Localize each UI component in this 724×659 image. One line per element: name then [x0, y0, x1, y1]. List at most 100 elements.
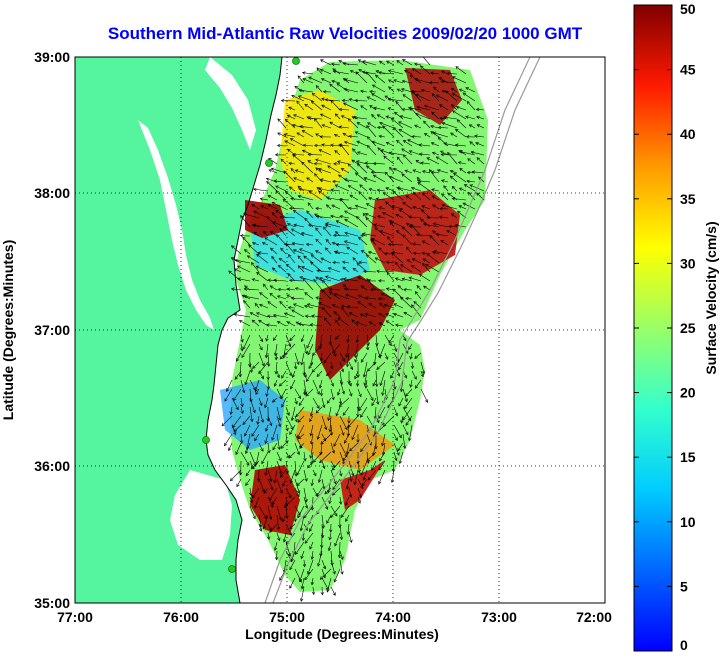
velocity-vector: [276, 505, 282, 521]
velocity-vector: [379, 451, 386, 462]
velocity-vector-head: [275, 209, 279, 214]
velocity-vector: [320, 113, 332, 120]
velocity-vector-head: [440, 79, 445, 84]
velocity-vector: [277, 295, 287, 300]
velocity-vector: [242, 415, 251, 425]
velocity-vector-head: [305, 393, 309, 397]
velocity-vector-head: [280, 395, 284, 399]
velocity-vector: [348, 532, 352, 543]
velocity-vector-head: [337, 392, 341, 396]
velocity-vector-head: [319, 459, 323, 464]
velocity-vector-head: [288, 186, 293, 190]
velocity-vector-head: [334, 336, 339, 340]
velocity-vector-head: [316, 391, 320, 395]
velocity-vector-head: [325, 204, 330, 208]
velocity-vector: [284, 140, 296, 147]
velocity-vector-head: [431, 111, 435, 116]
velocity-vector-head: [321, 104, 325, 108]
velocity-vector-head: [245, 482, 249, 487]
velocity-vector-head: [259, 402, 263, 407]
velocity-vector: [416, 106, 431, 111]
velocity-vector: [349, 194, 359, 201]
velocity-vector: [298, 95, 314, 102]
velocity-vector-head: [290, 386, 294, 390]
velocity-vector: [324, 317, 332, 327]
velocity-vector-head: [265, 428, 269, 432]
velocity-vector-head: [332, 571, 336, 575]
velocity-vector: [443, 116, 458, 120]
velocity-vector: [354, 100, 368, 102]
velocity-vector: [355, 172, 368, 183]
colorbar-tick-label: 5: [680, 578, 688, 594]
velocity-vector-head: [362, 212, 367, 217]
velocity-vector-head: [235, 358, 240, 362]
velocity-vector: [433, 86, 440, 93]
velocity-vector-head: [252, 515, 256, 520]
velocity-vector: [245, 478, 251, 486]
velocity-vector-head: [302, 372, 306, 376]
velocity-vector: [420, 65, 431, 75]
velocity-vector-head: [338, 403, 343, 408]
velocity-vector: [440, 150, 449, 156]
velocity-vector: [304, 532, 314, 544]
velocity-vector: [308, 117, 323, 120]
velocity-vector-head: [344, 426, 348, 431]
velocity-vector: [346, 442, 350, 455]
velocity-vector-head: [458, 88, 463, 92]
velocity-vector: [232, 415, 242, 428]
colorbar-tick-label: 10: [680, 514, 696, 530]
velocity-vector-head: [324, 98, 329, 102]
velocity-vector: [343, 63, 359, 66]
velocity-vector: [312, 379, 320, 395]
velocity-vector: [391, 117, 404, 129]
velocity-vector-head: [400, 296, 404, 300]
velocity-vector: [360, 352, 368, 363]
velocity-vector-head: [418, 143, 423, 147]
velocity-vector-head: [354, 375, 358, 380]
velocity-vector-head: [257, 478, 261, 483]
velocity-vector-head: [321, 525, 325, 529]
velocity-vector-head: [476, 157, 481, 161]
velocity-vector-head: [244, 249, 248, 253]
velocity-vector-head: [431, 151, 436, 155]
velocity-vector-head: [385, 201, 389, 205]
velocity-vector: [320, 257, 332, 264]
velocity-vector: [348, 487, 352, 498]
velocity-vector-head: [359, 184, 363, 188]
velocity-vector-head: [368, 303, 372, 307]
velocity-vector-head: [354, 204, 359, 208]
velocity-vector-head: [258, 528, 263, 532]
velocity-vector-head: [260, 375, 265, 380]
velocity-vector: [285, 496, 288, 506]
colorbar-tick-label: 20: [680, 385, 696, 401]
velocity-vector-head: [378, 466, 382, 471]
velocity-vector: [303, 559, 305, 567]
velocity-vector: [322, 124, 332, 129]
velocity-vector-head: [274, 153, 279, 157]
velocity-vector: [328, 406, 332, 421]
velocity-vector: [243, 300, 251, 309]
velocity-vector: [345, 514, 350, 522]
velocity-vector: [325, 224, 332, 228]
velocity-vector: [256, 254, 269, 264]
velocity-vector: [357, 487, 362, 498]
velocity-vector: [275, 352, 278, 360]
velocity-vector: [441, 204, 458, 210]
velocity-vector: [368, 303, 377, 309]
velocity-vector: [319, 277, 332, 282]
velocity-vector: [325, 239, 332, 246]
velocity-vector: [302, 78, 314, 84]
velocity-vector: [341, 168, 350, 174]
velocity-vector: [323, 352, 332, 364]
velocity-vector-head: [402, 140, 407, 144]
velocity-vector-head: [335, 231, 339, 235]
velocity-vector-head: [276, 234, 280, 238]
velocity-vector-head: [319, 392, 324, 397]
velocity-vector: [298, 433, 305, 440]
velocity-vector-head: [337, 554, 342, 559]
velocity-vector-head: [446, 230, 450, 234]
velocity-vector-head: [412, 206, 416, 210]
velocity-vector: [409, 277, 422, 282]
velocity-vector: [354, 469, 359, 485]
